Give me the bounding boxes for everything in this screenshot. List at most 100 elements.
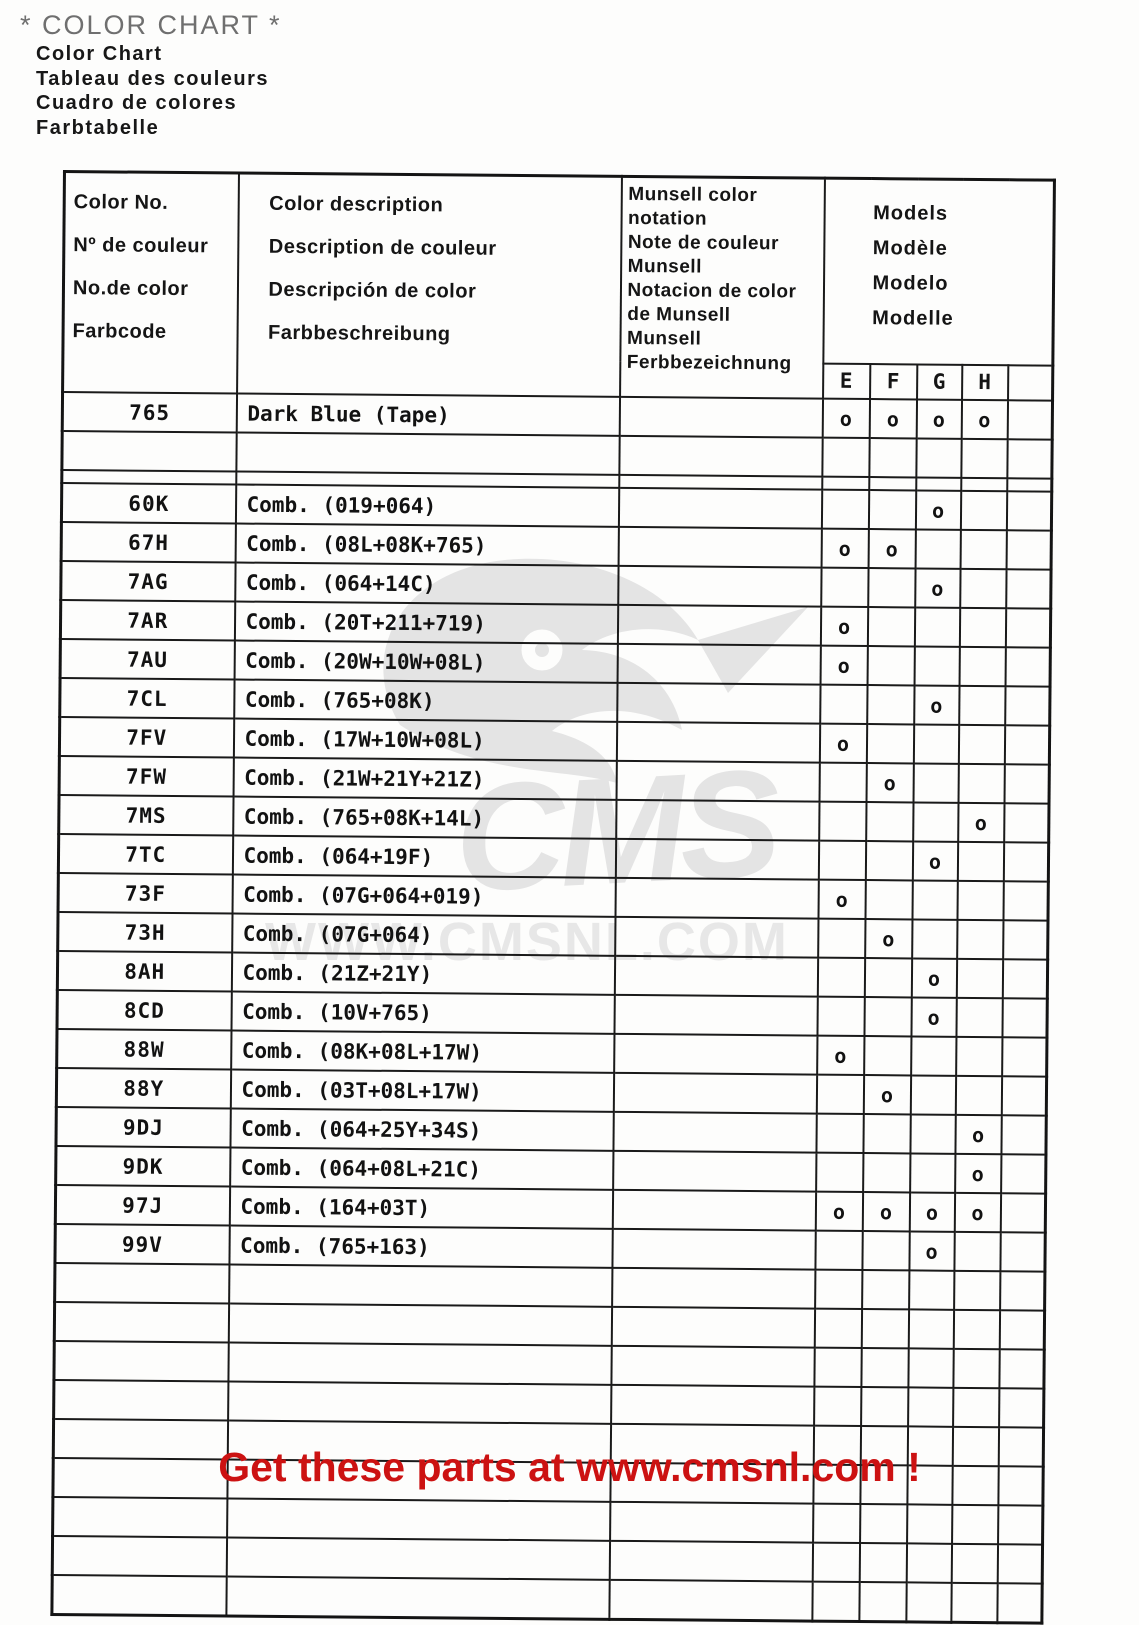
model-mark-cell-G bbox=[909, 1114, 956, 1154]
model-mark-cell-H bbox=[955, 1075, 1002, 1116]
model-mark-cell-F: o bbox=[869, 399, 917, 439]
table-body: 765 Dark Blue (Tape) o o o o 60K Comb. (019+064… bbox=[51, 392, 1053, 1624]
model-mark-cell-blank bbox=[1001, 1037, 1047, 1077]
model-mark-cell-G: o bbox=[914, 568, 961, 608]
model-mark-cell-F bbox=[863, 997, 912, 1037]
description-cell bbox=[228, 1303, 612, 1346]
model-mark-cell-blank bbox=[1004, 686, 1051, 726]
munsell-cell bbox=[614, 916, 818, 958]
model-mark-cell-F bbox=[865, 802, 914, 842]
munsell-cell bbox=[619, 396, 823, 438]
description-cell bbox=[226, 1498, 610, 1541]
cms-bird-mascot-icon bbox=[383, 558, 808, 783]
model-mark-cell-F bbox=[858, 1582, 907, 1622]
description-cell bbox=[228, 1264, 612, 1307]
model-mark-cell-blank bbox=[1005, 569, 1052, 609]
munsell-cell bbox=[613, 1072, 817, 1114]
munsell-cell bbox=[609, 1501, 813, 1543]
color-no-cell: 67H bbox=[61, 521, 236, 563]
model-mark-cell-blank bbox=[1006, 491, 1052, 531]
empty-row bbox=[51, 1574, 1043, 1624]
model-mark-cell-E: o bbox=[822, 398, 870, 439]
munsell-cell bbox=[612, 1189, 816, 1231]
color-no-cell: 9DJ bbox=[55, 1106, 231, 1148]
model-mark-cell-H: o bbox=[954, 1114, 1002, 1155]
header-munsell: Munsell color notation Note de couleur M… bbox=[619, 176, 825, 399]
color-no-cell: 99V bbox=[54, 1223, 230, 1265]
color-no-cell bbox=[52, 1496, 227, 1538]
color-no-cell: 7AU bbox=[60, 638, 235, 680]
description-cell bbox=[226, 1537, 610, 1580]
description-cell: Comb. (064+08L+21C) bbox=[229, 1147, 613, 1190]
model-mark-cell-E bbox=[818, 840, 866, 881]
model-mark-cell-H bbox=[960, 490, 1007, 531]
model-mark-cell-G bbox=[906, 1543, 952, 1583]
model-mark-cell-H bbox=[959, 607, 1006, 648]
model-mark-cell-F bbox=[868, 490, 916, 530]
model-mark-cell-H: o bbox=[961, 399, 1008, 440]
model-mark-cell-blank bbox=[997, 1544, 1043, 1584]
model-mark-cell-H bbox=[953, 1270, 1000, 1311]
model-mark-cell-F bbox=[861, 1231, 910, 1271]
munsell-cell bbox=[616, 682, 821, 724]
description-cell: Comb. (08L+08K+765) bbox=[235, 523, 619, 566]
title-translations: Color Chart Tableau des couleurs Cuadro … bbox=[36, 43, 270, 139]
model-mark-cell-F bbox=[866, 724, 914, 764]
model-mark-cell-blank bbox=[1006, 530, 1052, 570]
munsell-cell bbox=[611, 1267, 815, 1309]
model-mark-cell-F bbox=[860, 1387, 908, 1427]
model-mark-cell-G bbox=[911, 919, 957, 959]
model-mark-cell-blank bbox=[996, 1583, 1043, 1624]
munsell-cell bbox=[615, 799, 820, 841]
model-mark-cell-G bbox=[912, 802, 959, 842]
munsell-cell bbox=[611, 1228, 816, 1270]
model-mark-cell-E: o bbox=[819, 723, 867, 764]
model-mark-cell-F bbox=[868, 477, 916, 491]
model-mark-cell-G bbox=[914, 646, 960, 686]
model-mark-cell-F bbox=[861, 1309, 909, 1349]
model-mark-cell-G bbox=[906, 1504, 952, 1544]
model-mark-cell-H bbox=[951, 1543, 998, 1584]
model-mark-cell-blank bbox=[1007, 400, 1053, 440]
model-mark-cell-H bbox=[953, 1231, 1001, 1272]
model-mark-cell-H bbox=[958, 724, 1005, 765]
model-mark-cell-E bbox=[819, 684, 868, 725]
model-mark-cell-blank bbox=[1006, 478, 1052, 492]
header-color-no: Color No. Nº de couleur No.de color Farb… bbox=[62, 171, 239, 394]
color-no-cell: 9DK bbox=[55, 1145, 230, 1187]
munsell-cell bbox=[610, 1345, 815, 1387]
description-cell bbox=[235, 432, 620, 475]
color-no-cell: 60K bbox=[61, 483, 236, 524]
color-no-cell: 7FW bbox=[59, 755, 234, 797]
model-mark-cell-F bbox=[862, 1153, 910, 1193]
color-no-cell: 73H bbox=[57, 911, 233, 953]
model-mark-cell-G bbox=[905, 1582, 952, 1623]
color-no-cell: 97J bbox=[55, 1184, 230, 1226]
description-cell: Comb. (21Z+21Y) bbox=[231, 952, 615, 995]
munsell-cell bbox=[610, 1384, 814, 1426]
model-mark-cell-E: o bbox=[820, 606, 868, 647]
munsell-cell bbox=[618, 487, 822, 529]
description-cell: Comb. (17W+10W+08L) bbox=[233, 718, 617, 761]
model-mark-cell-E bbox=[817, 957, 865, 998]
model-mark-cell-F bbox=[861, 1270, 909, 1310]
model-mark-cell-F: o bbox=[868, 529, 916, 569]
description-cell bbox=[225, 1576, 610, 1620]
munsell-cell bbox=[615, 838, 819, 880]
model-mark-cell-F bbox=[868, 438, 917, 478]
model-mark-cell-E bbox=[821, 476, 869, 491]
header-models: Models Modèle Modelo Modelle bbox=[822, 178, 1055, 366]
munsell-cell bbox=[611, 1306, 815, 1348]
model-mark-cell-blank bbox=[1005, 608, 1051, 648]
color-no-cell bbox=[54, 1262, 229, 1304]
model-mark-cell-E bbox=[818, 801, 867, 842]
color-no-cell bbox=[53, 1340, 229, 1382]
model-mark-cell-G bbox=[910, 1036, 956, 1076]
model-mark-cell-blank bbox=[1002, 881, 1049, 921]
model-mark-cell-blank bbox=[999, 1271, 1045, 1311]
munsell-cell bbox=[612, 1111, 817, 1153]
model-mark-cell-E bbox=[815, 1152, 863, 1193]
model-mark-cell-F bbox=[867, 568, 916, 608]
model-mark-cell-H: o bbox=[954, 1192, 1001, 1233]
model-mark-cell-F bbox=[859, 1543, 907, 1583]
